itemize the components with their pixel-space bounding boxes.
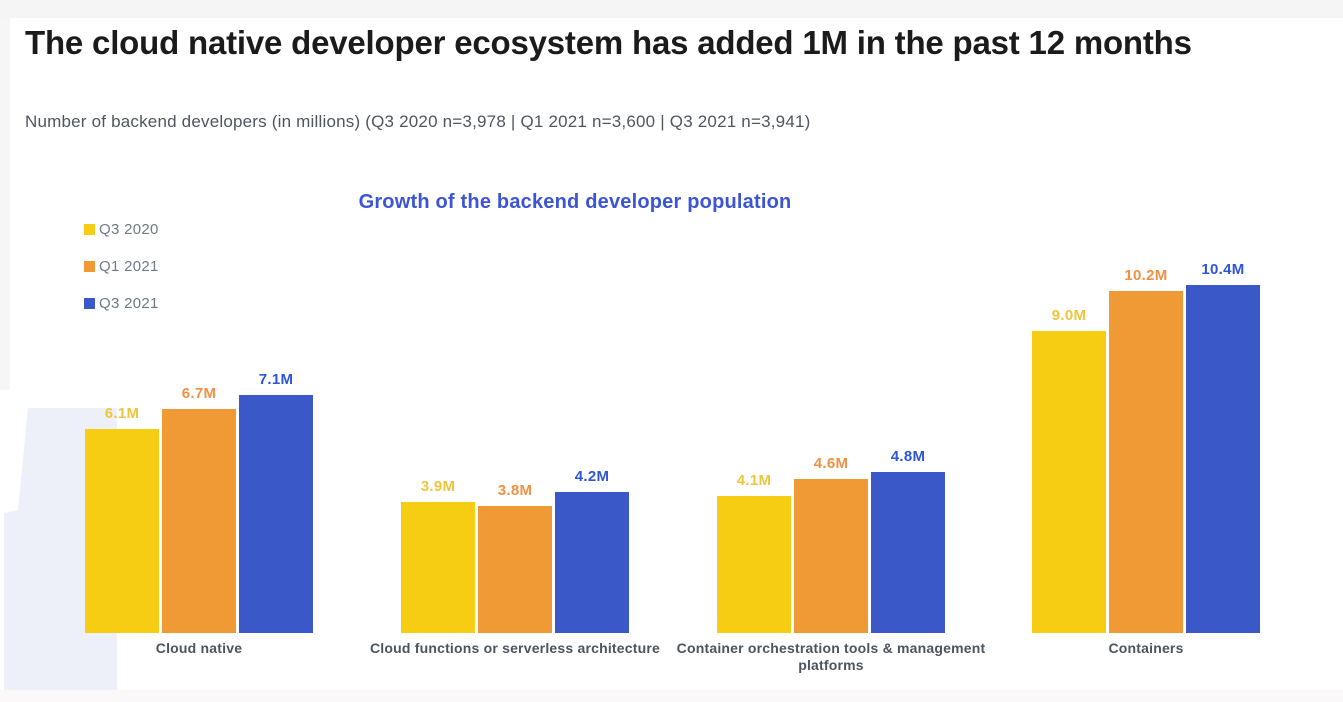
bar-value-label: 4.2M: [574, 468, 610, 485]
bar-group: 6.1M 6.7M 7.1M Cloud native: [85, 371, 313, 656]
legend-swatch: [84, 224, 95, 235]
bar-group-bars: 3.9M 3.8M 4.2M: [401, 468, 629, 633]
bar-value-label: 9.0M: [1051, 307, 1087, 324]
bar-column: 4.6M: [794, 455, 868, 633]
page-subtitle: Number of backend developers (in million…: [25, 112, 811, 131]
chart-legend: Q3 2020 Q1 2021 Q3 2021: [84, 221, 159, 312]
bar-column: 7.1M: [239, 371, 313, 633]
bar-column: 6.7M: [162, 385, 236, 633]
bar-group: 4.1M 4.6M 4.8M Container orchestration tool…: [677, 448, 985, 673]
legend-swatch: [84, 261, 95, 272]
bar-value-label: 10.2M: [1124, 267, 1168, 284]
bar-column: 9.0M: [1032, 307, 1106, 633]
legend-label: Q3 2021: [99, 295, 159, 312]
bar-value-label: 4.1M: [736, 472, 772, 489]
bar-value-label: 4.8M: [890, 448, 926, 465]
bar: [717, 496, 791, 633]
bar-chart-plot-area: 6.1M 6.7M 7.1M Cloud native 3.9M 3.8M 4.2M Clou…: [0, 250, 1343, 673]
category-label: Container orchestration tools & manageme…: [676, 640, 986, 673]
bar-value-label: 7.1M: [258, 371, 294, 388]
bar: [794, 479, 868, 633]
bar-value-label: 3.9M: [420, 478, 456, 495]
bar-column: 4.8M: [871, 448, 945, 633]
page-left-margin: [0, 18, 10, 390]
bar: [1109, 291, 1183, 633]
legend-item: Q3 2021: [84, 295, 159, 312]
bar-value-label: 6.1M: [104, 405, 140, 422]
bar-value-label: 3.8M: [497, 482, 533, 499]
category-label: Containers: [1108, 640, 1184, 656]
page-title: The cloud native developer ecosystem has…: [25, 24, 1192, 61]
chart-title: Growth of the backend developer populati…: [358, 191, 792, 213]
legend-item: Q3 2020: [84, 221, 159, 238]
bar: [478, 506, 552, 633]
bar-column: 4.2M: [555, 468, 629, 633]
bar-value-label: 10.4M: [1201, 261, 1245, 278]
bar: [401, 502, 475, 633]
page-bottom-margin: [0, 690, 1343, 702]
page-top-margin: [0, 0, 1343, 18]
bar-column: 4.1M: [717, 472, 791, 633]
legend-item: Q1 2021: [84, 258, 159, 275]
bar-group-bars: 6.1M 6.7M 7.1M: [85, 371, 313, 633]
bar: [85, 429, 159, 633]
bar: [1032, 331, 1106, 633]
bar-column: 10.4M: [1186, 261, 1260, 633]
bar: [1186, 285, 1260, 633]
bar-group-bars: 9.0M 10.2M 10.4M: [1032, 261, 1260, 633]
category-label: Cloud native: [155, 640, 243, 656]
bar: [871, 472, 945, 633]
bar-group: 9.0M 10.2M 10.4M Containers: [1032, 261, 1260, 656]
bar-column: 3.9M: [401, 478, 475, 633]
legend-swatch: [84, 298, 95, 309]
bar-column: 6.1M: [85, 405, 159, 633]
bar-value-label: 4.6M: [813, 455, 849, 472]
bar-value-label: 6.7M: [181, 385, 217, 402]
bar: [239, 395, 313, 633]
bar-group-bars: 4.1M 4.6M 4.8M: [717, 448, 945, 633]
bar-column: 10.2M: [1109, 267, 1183, 633]
legend-label: Q3 2020: [99, 221, 159, 238]
category-label: Cloud functions or serverless architectu…: [369, 640, 661, 656]
bar-group: 3.9M 3.8M 4.2M Cloud functions or serverles…: [370, 468, 660, 656]
bar: [555, 492, 629, 633]
legend-label: Q1 2021: [99, 258, 159, 275]
bar: [162, 409, 236, 633]
bar-column: 3.8M: [478, 482, 552, 633]
